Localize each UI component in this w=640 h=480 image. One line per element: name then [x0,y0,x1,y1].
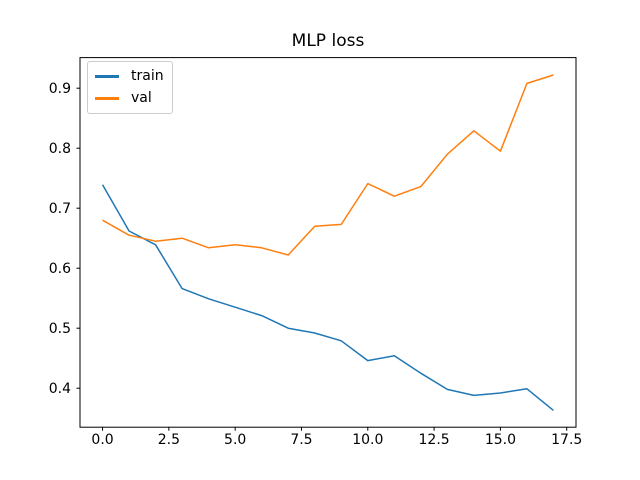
x-tick-label: 12.5 [419,432,450,448]
plot-spines [79,57,577,428]
y-tick-label: 0.6 [49,261,71,277]
x-tick-label: 0.0 [91,432,113,448]
x-tick-label: 10.0 [352,432,383,448]
legend: train val [87,61,173,114]
x-tick-label: 17.5 [551,432,582,448]
axes-layer: 0.0 2.5 5.0 7.5 10.0 12.5 15.0 17.5 0.4 0.5 0.6 0.7… [49,57,582,448]
series-layer [101,74,554,411]
val-line [102,74,554,256]
x-tick-label: 7.5 [290,432,312,448]
x-tick-label: 2.5 [158,432,180,448]
legend-item-train: train [95,68,164,85]
y-tick-label: 0.5 [49,321,71,337]
y-tick-label: 0.8 [49,141,71,157]
legend-swatch-val [95,97,119,100]
x-tick-label: 15.0 [485,432,516,448]
y-tick-label: 0.7 [49,201,71,217]
chart-title: MLP loss [292,31,365,51]
y-tick-label: 0.9 [49,81,71,97]
x-tick-label: 5.0 [224,432,246,448]
train-line [101,184,554,411]
legend-item-val: val [95,90,164,107]
legend-label-train: train [131,68,164,84]
y-tick-label: 0.4 [49,381,71,397]
legend-label-val: val [131,90,152,106]
legend-swatch-train [95,75,119,78]
